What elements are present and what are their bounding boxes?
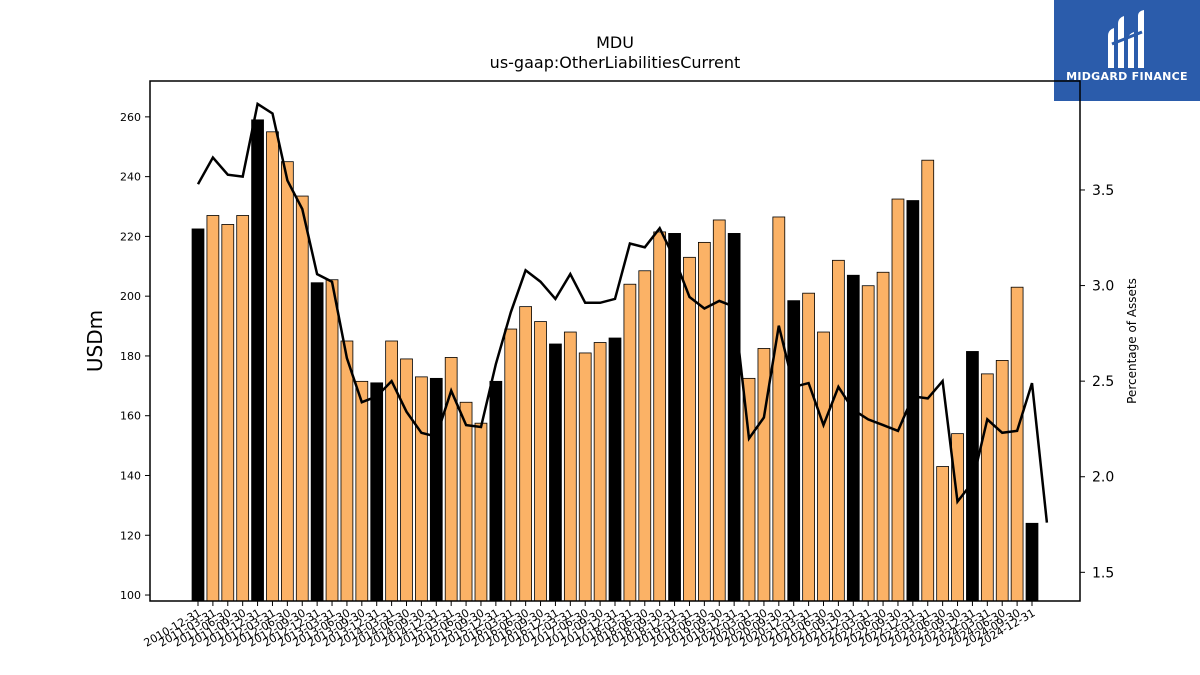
y-tick-label: 260 <box>120 111 141 124</box>
bar-2023-06-30 <box>936 466 950 602</box>
bar-2014-12-31 <box>429 377 443 602</box>
bar-2011-03-31 <box>206 215 220 602</box>
y-tick-label: 120 <box>120 529 141 542</box>
bar-2016-06-30 <box>519 306 533 602</box>
bar-2024-12-31 <box>1025 522 1039 602</box>
bar-2017-06-30 <box>578 352 592 602</box>
bar-2012-03-31 <box>266 131 279 602</box>
bar-2024-09-30 <box>1010 286 1024 602</box>
chart-subtitle: us-gaap:OtherLiabilitiesCurrent <box>490 53 741 72</box>
chart-title: MDU <box>596 33 634 52</box>
line-layer <box>196 101 1049 523</box>
bar-2010-12-31 <box>191 228 205 602</box>
bar-2012-06-30 <box>280 161 294 602</box>
y2-tick-label: 1.5 <box>1092 565 1114 581</box>
bar-2021-09-30 <box>832 259 845 602</box>
bar-2021-06-30 <box>817 331 830 602</box>
bar-2021-12-31 <box>846 274 860 602</box>
bar-2019-12-31 <box>727 233 741 602</box>
bar-2019-06-30 <box>698 241 711 602</box>
y-tick-label: 220 <box>120 230 141 243</box>
bar-2011-12-31 <box>251 119 264 602</box>
bars-layer <box>191 119 1039 602</box>
y2-tick-label: 3.0 <box>1092 279 1114 295</box>
y-tick-label: 100 <box>120 589 141 602</box>
bar-2022-12-31 <box>906 200 920 602</box>
x-axis-ticks: 2010-12-312011-03-312011-06-302011-09-30… <box>142 601 1038 650</box>
logo-text: MIDGARD FINANCE <box>1066 70 1188 83</box>
plot-frame <box>149 80 1081 602</box>
bar-2020-09-30 <box>772 216 786 602</box>
y2-axis-label: Percentage of Assets <box>1125 278 1139 404</box>
y-axis-ticks: 100 120 140 160 180 200 220 240 260 <box>120 111 150 602</box>
bar-2022-03-31 <box>861 285 875 602</box>
y-tick-label: 240 <box>120 171 141 184</box>
bar-2014-09-30 <box>415 376 428 602</box>
bar-2013-06-30 <box>340 340 354 602</box>
bar-2015-06-30 <box>459 401 473 602</box>
bar-2021-03-31 <box>802 292 815 602</box>
bar-2016-03-31 <box>504 328 518 602</box>
y-tick-label: 180 <box>120 350 141 363</box>
bar-2018-03-31 <box>623 283 637 602</box>
y-tick-label: 200 <box>120 290 141 303</box>
bar-2011-06-30 <box>221 224 235 602</box>
bar-2016-09-30 <box>534 321 547 602</box>
bar-2012-12-31 <box>310 282 324 602</box>
bar-2024-06-30 <box>995 360 1009 602</box>
bar-2019-03-31 <box>683 256 696 602</box>
bar-2013-03-31 <box>325 279 339 602</box>
bar-2015-12-31 <box>489 380 503 602</box>
bar-2020-12-31 <box>787 300 801 602</box>
bar-2015-09-30 <box>474 422 488 602</box>
bar-2017-03-31 <box>563 331 577 602</box>
bar-2013-12-31 <box>370 382 384 602</box>
pct-assets-line <box>196 101 1049 523</box>
bar-2014-06-30 <box>400 358 413 602</box>
bar-2017-09-30 <box>593 342 607 602</box>
bar-2022-06-30 <box>876 271 890 602</box>
y2-tick-label: 3.5 <box>1092 183 1114 199</box>
y2-tick-label: 2.5 <box>1092 374 1114 390</box>
bar-2016-12-31 <box>549 343 562 602</box>
bar-2018-12-31 <box>668 233 681 602</box>
y-tick-label: 160 <box>120 410 141 423</box>
midgard-logo-icon <box>1108 10 1144 68</box>
bar-2024-03-31 <box>980 373 994 602</box>
bar-2022-09-30 <box>891 198 905 602</box>
y2-axis-ticks: 1.5 2.0 2.5 3.0 3.5 <box>1080 183 1114 581</box>
y2-tick-label: 2.0 <box>1092 470 1114 486</box>
midgard-finance-logo: MIDGARD FINANCE <box>1054 0 1200 101</box>
bar-2018-09-30 <box>653 231 667 602</box>
bar-2018-06-30 <box>638 270 652 602</box>
bar-2023-12-31 <box>966 351 979 602</box>
y-axis-label: USDm <box>83 310 107 372</box>
bar-2019-09-30 <box>712 219 726 602</box>
bar-2011-09-30 <box>236 215 250 602</box>
bar-2023-03-31 <box>921 159 935 602</box>
y-tick-label: 140 <box>120 469 141 482</box>
bar-2017-12-31 <box>608 337 622 602</box>
bar-2012-09-30 <box>295 195 309 602</box>
bar-2013-09-30 <box>355 380 369 602</box>
